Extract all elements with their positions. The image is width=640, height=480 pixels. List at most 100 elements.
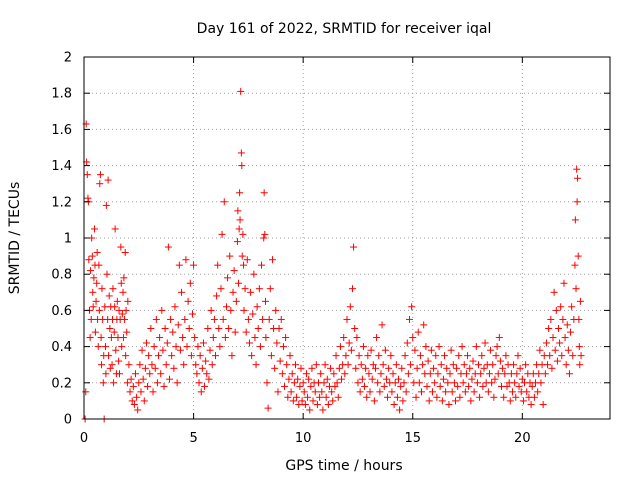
data-point (260, 189, 268, 197)
data-point (299, 379, 307, 387)
data-point (232, 297, 240, 305)
data-point (539, 401, 547, 409)
data-point (187, 352, 195, 360)
data-point (237, 87, 245, 95)
data-point (87, 315, 95, 323)
data-point (373, 334, 381, 342)
data-point (571, 261, 579, 269)
data-point (455, 352, 463, 360)
data-point (522, 361, 530, 369)
y-tick-label: 1.2 (51, 195, 72, 210)
data-point (227, 306, 235, 314)
data-point (573, 165, 581, 173)
data-point (101, 343, 109, 351)
data-point (395, 375, 403, 383)
data-point (89, 288, 97, 296)
data-point (88, 252, 96, 260)
data-point (235, 225, 243, 233)
data-point (98, 285, 106, 293)
data-point (490, 393, 498, 401)
data-point (214, 261, 222, 269)
data-point (576, 361, 584, 369)
data-point (98, 361, 106, 369)
data-point (173, 379, 181, 387)
data-point (85, 256, 93, 264)
data-point (125, 361, 133, 369)
data-point (283, 361, 291, 369)
data-point (560, 279, 568, 287)
data-point (127, 375, 135, 383)
data-point (123, 379, 131, 387)
data-point (311, 388, 319, 396)
data-point (350, 243, 358, 251)
data-point (169, 328, 177, 336)
data-point (93, 279, 101, 287)
data-point (375, 352, 383, 360)
data-point (306, 406, 314, 414)
data-point (390, 401, 398, 409)
data-point (160, 382, 168, 390)
data-point (274, 388, 282, 396)
data-point (317, 370, 325, 378)
data-point (336, 343, 344, 351)
data-point (430, 364, 438, 372)
data-point (264, 404, 272, 412)
data-point (480, 364, 488, 372)
data-point (95, 261, 103, 269)
data-point (556, 339, 564, 347)
data-point (473, 379, 481, 387)
data-point (291, 361, 299, 369)
data-point (102, 370, 110, 378)
data-point (142, 339, 150, 347)
chart-title: Day 161 of 2022, SRMTID for receiver iqa… (197, 21, 492, 37)
data-point (418, 388, 426, 396)
data-point (273, 339, 281, 347)
data-point (271, 364, 279, 372)
data-point (333, 379, 341, 387)
data-point (238, 162, 246, 170)
y-axis-title: SRMTID / TECUs (7, 182, 23, 295)
data-point (379, 361, 387, 369)
data-point (188, 310, 196, 318)
data-point (276, 357, 284, 365)
data-point (508, 388, 516, 396)
data-point (222, 303, 230, 311)
data-point (359, 343, 367, 351)
data-point (365, 370, 373, 378)
data-point (165, 375, 173, 383)
data-point (411, 346, 419, 354)
data-point (140, 397, 148, 405)
data-point (503, 382, 511, 390)
data-point (112, 346, 120, 354)
data-point (448, 388, 456, 396)
data-point (178, 288, 186, 296)
data-point (557, 303, 565, 311)
data-point (185, 325, 193, 332)
x-tick-label: 10 (295, 431, 312, 446)
data-point (144, 382, 152, 390)
data-point (425, 397, 433, 405)
data-point (576, 297, 584, 305)
data-point (247, 288, 255, 296)
data-point (345, 339, 353, 347)
data-point (409, 334, 417, 342)
data-point (426, 370, 434, 378)
data-point (554, 325, 562, 332)
data-point (389, 370, 397, 378)
data-point (391, 379, 399, 387)
data-point (91, 225, 99, 233)
data-point (180, 361, 188, 369)
data-point (562, 361, 570, 369)
data-point (121, 248, 129, 256)
data-point (558, 352, 566, 360)
data-point (404, 370, 412, 378)
data-point (559, 315, 567, 323)
data-point (105, 352, 113, 360)
data-point (479, 382, 487, 390)
data-point (392, 361, 400, 369)
data-point (513, 370, 521, 378)
data-point (122, 352, 130, 360)
data-point (149, 388, 157, 396)
data-point (119, 288, 127, 296)
data-point (288, 370, 296, 378)
